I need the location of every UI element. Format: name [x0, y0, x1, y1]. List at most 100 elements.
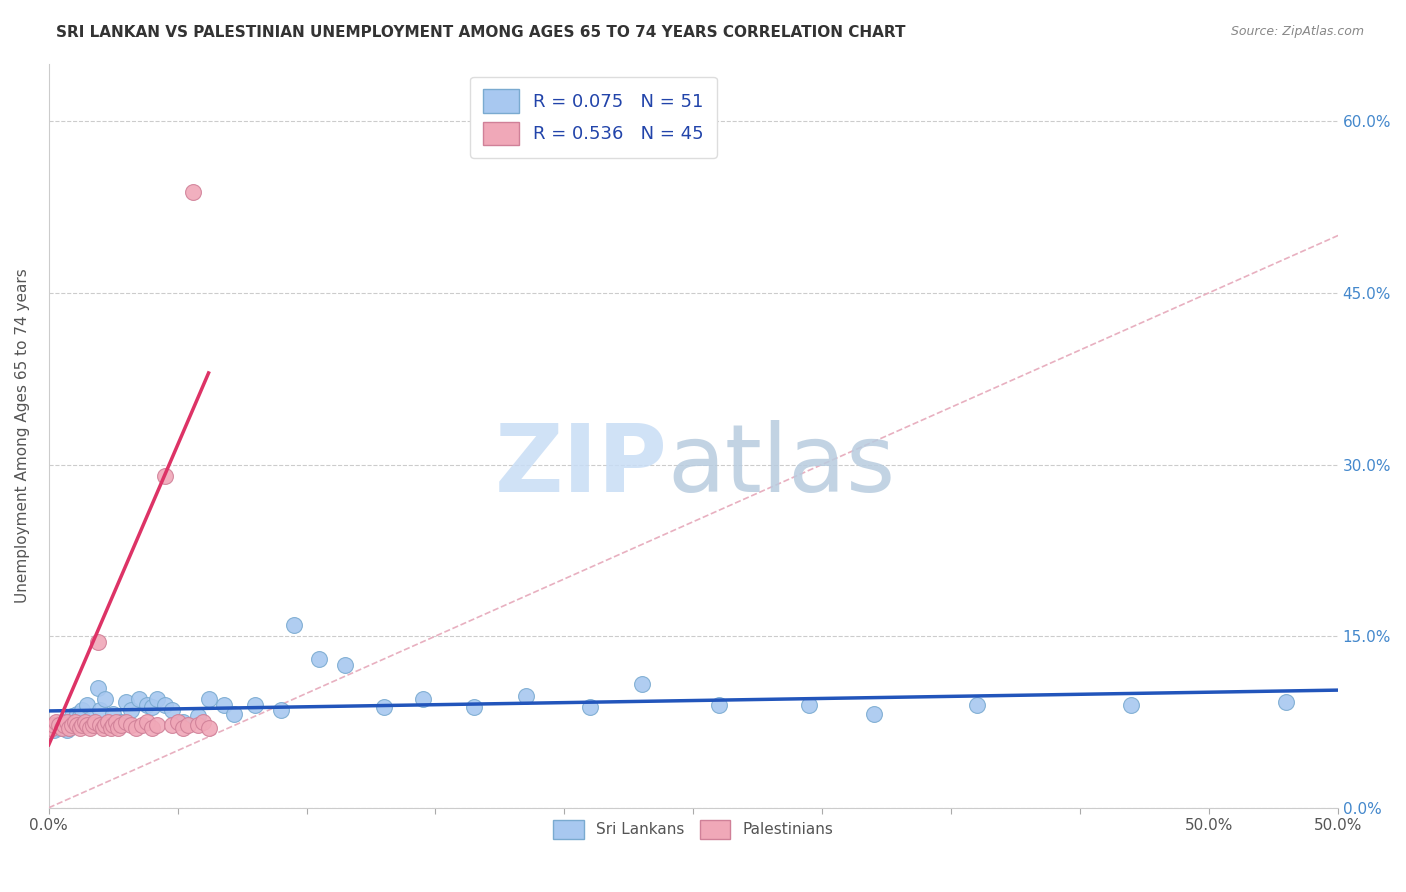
- Point: [72, 704, 94, 718]
- Point: [60, 709, 83, 723]
- Point: [707, 698, 730, 712]
- Point: [308, 652, 330, 666]
- Point: [56, 714, 79, 729]
- Point: [193, 714, 215, 729]
- Text: ZIP: ZIP: [495, 419, 668, 512]
- Point: [79, 711, 101, 725]
- Point: [94, 692, 117, 706]
- Point: [84, 718, 107, 732]
- Point: [110, 714, 132, 729]
- Point: [187, 718, 209, 732]
- Point: [197, 692, 219, 706]
- Point: [84, 714, 107, 729]
- Point: [187, 709, 209, 723]
- Point: [41, 721, 63, 735]
- Point: [82, 718, 104, 732]
- Point: [60, 718, 83, 732]
- Point: [630, 677, 652, 691]
- Point: [146, 718, 169, 732]
- Point: [1275, 696, 1298, 710]
- Point: [115, 714, 138, 729]
- Point: [51, 714, 73, 729]
- Point: [120, 704, 142, 718]
- Point: [177, 718, 200, 732]
- Point: [335, 657, 357, 672]
- Point: [153, 469, 176, 483]
- Point: [162, 718, 184, 732]
- Point: [110, 718, 132, 732]
- Point: [89, 718, 111, 732]
- Point: [72, 718, 94, 732]
- Point: [100, 721, 122, 735]
- Point: [66, 718, 89, 732]
- Point: [463, 700, 485, 714]
- Point: [579, 700, 602, 714]
- Text: SRI LANKAN VS PALESTINIAN UNEMPLOYMENT AMONG AGES 65 TO 74 YEARS CORRELATION CHA: SRI LANKAN VS PALESTINIAN UNEMPLOYMENT A…: [56, 25, 905, 40]
- Text: atlas: atlas: [668, 419, 896, 512]
- Point: [799, 698, 821, 712]
- Point: [115, 696, 138, 710]
- Point: [1121, 698, 1143, 712]
- Point: [141, 721, 163, 735]
- Point: [128, 692, 150, 706]
- Point: [412, 692, 434, 706]
- Point: [76, 698, 98, 712]
- Point: [166, 714, 188, 729]
- Point: [224, 706, 246, 721]
- Point: [42, 723, 65, 737]
- Point: [91, 721, 114, 735]
- Legend: Sri Lankans, Palestinians: Sri Lankans, Palestinians: [547, 814, 839, 845]
- Point: [38, 723, 60, 737]
- Point: [58, 721, 80, 735]
- Point: [89, 704, 111, 718]
- Point: [270, 704, 292, 718]
- Point: [162, 704, 184, 718]
- Point: [373, 700, 395, 714]
- Point: [966, 698, 988, 712]
- Point: [103, 718, 125, 732]
- Point: [120, 718, 142, 732]
- Point: [515, 689, 537, 703]
- Point: [862, 706, 884, 721]
- Point: [135, 698, 157, 712]
- Point: [53, 718, 76, 732]
- Point: [197, 721, 219, 735]
- Point: [94, 718, 117, 732]
- Point: [53, 718, 76, 732]
- Point: [87, 635, 110, 649]
- Point: [51, 721, 73, 735]
- Point: [58, 721, 80, 735]
- Point: [97, 714, 120, 729]
- Point: [172, 714, 194, 729]
- Point: [125, 721, 148, 735]
- Point: [45, 718, 67, 732]
- Point: [181, 185, 204, 199]
- Point: [38, 723, 60, 737]
- Point: [63, 714, 86, 729]
- Point: [243, 698, 266, 712]
- Point: [63, 711, 86, 725]
- Point: [153, 698, 176, 712]
- Point: [283, 617, 305, 632]
- Point: [45, 714, 67, 729]
- Text: Source: ZipAtlas.com: Source: ZipAtlas.com: [1230, 25, 1364, 38]
- Point: [42, 718, 65, 732]
- Point: [76, 718, 98, 732]
- Point: [56, 723, 79, 737]
- Point: [48, 718, 70, 732]
- Point: [212, 698, 235, 712]
- Point: [104, 714, 127, 729]
- Point: [79, 721, 101, 735]
- Point: [69, 709, 91, 723]
- Point: [146, 692, 169, 706]
- Point: [103, 706, 125, 721]
- Point: [87, 681, 110, 695]
- Point: [141, 700, 163, 714]
- Y-axis label: Unemployment Among Ages 65 to 74 years: Unemployment Among Ages 65 to 74 years: [15, 268, 30, 603]
- Point: [73, 714, 96, 729]
- Point: [48, 721, 70, 735]
- Point: [107, 721, 129, 735]
- Point: [66, 706, 89, 721]
- Point: [131, 718, 153, 732]
- Point: [69, 721, 91, 735]
